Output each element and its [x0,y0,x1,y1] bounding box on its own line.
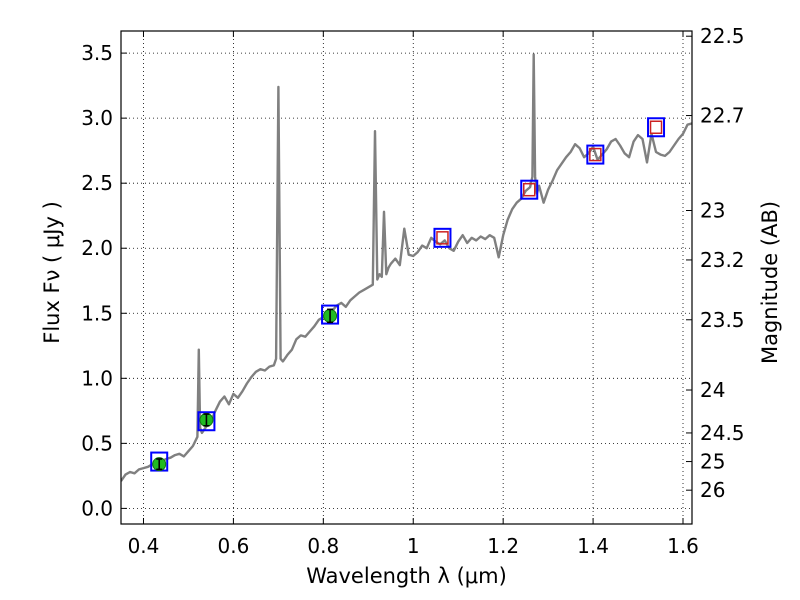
upper-limit-point [522,182,536,197]
right-axis-label: Magnitude (AB) [758,201,782,364]
upper-limit-point [589,147,602,162]
x-tick-label: 0.4 [128,534,160,558]
model-point [520,179,539,200]
model-point [647,117,666,138]
plot-frame [120,30,693,525]
x-tick-label: 1.4 [577,534,609,558]
y-tick-label: 2.5 [81,171,113,195]
right-tick-label: 23 [700,199,725,223]
model-point [433,227,452,248]
x-tick-label: 0.8 [307,534,339,558]
spectrum-line [121,53,692,482]
upper-limit-point [436,231,449,245]
right-tick-label: 24.5 [700,421,745,445]
y-tick-label: 1.0 [81,366,113,390]
model-point [197,411,216,432]
model-point [321,304,340,325]
right-tick-label: 22.5 [700,24,745,48]
x-tick-label: 0.6 [217,534,249,558]
y-tick-label: 1.5 [81,301,113,325]
y-tick-label: 2.0 [81,236,113,260]
x-axis-label: Wavelength λ (μm) [306,564,507,588]
y-axis-label: Flux Fν ( μJy ) [40,201,64,344]
right-tick-label: 22.7 [700,104,745,128]
axis-ticks: 0.4 0.6 0.8 1 1.2 1.4 1.6 0.0 0.5 1.0 1.5 2.0 2.5 3.0… [81,24,744,558]
x-tick-label: 1.6 [667,534,699,558]
x-tick-label: 1.2 [487,534,519,558]
right-tick-label: 25 [700,450,725,474]
right-tick-label: 23.5 [700,308,745,332]
grid [121,31,692,524]
plot-area [121,53,692,482]
y-tick-label: 3.0 [81,106,113,130]
right-tick-label: 26 [700,478,725,502]
y-tick-label: 3.5 [81,41,113,65]
x-tick-label: 1 [407,534,420,558]
right-tick-label: 24 [700,378,725,402]
model-point [586,144,605,165]
right-tick-label: 23.2 [700,248,745,272]
y-tick-label: 0.5 [81,431,113,455]
upper-limit-point [649,120,663,135]
y-tick-label: 0.0 [81,496,113,520]
